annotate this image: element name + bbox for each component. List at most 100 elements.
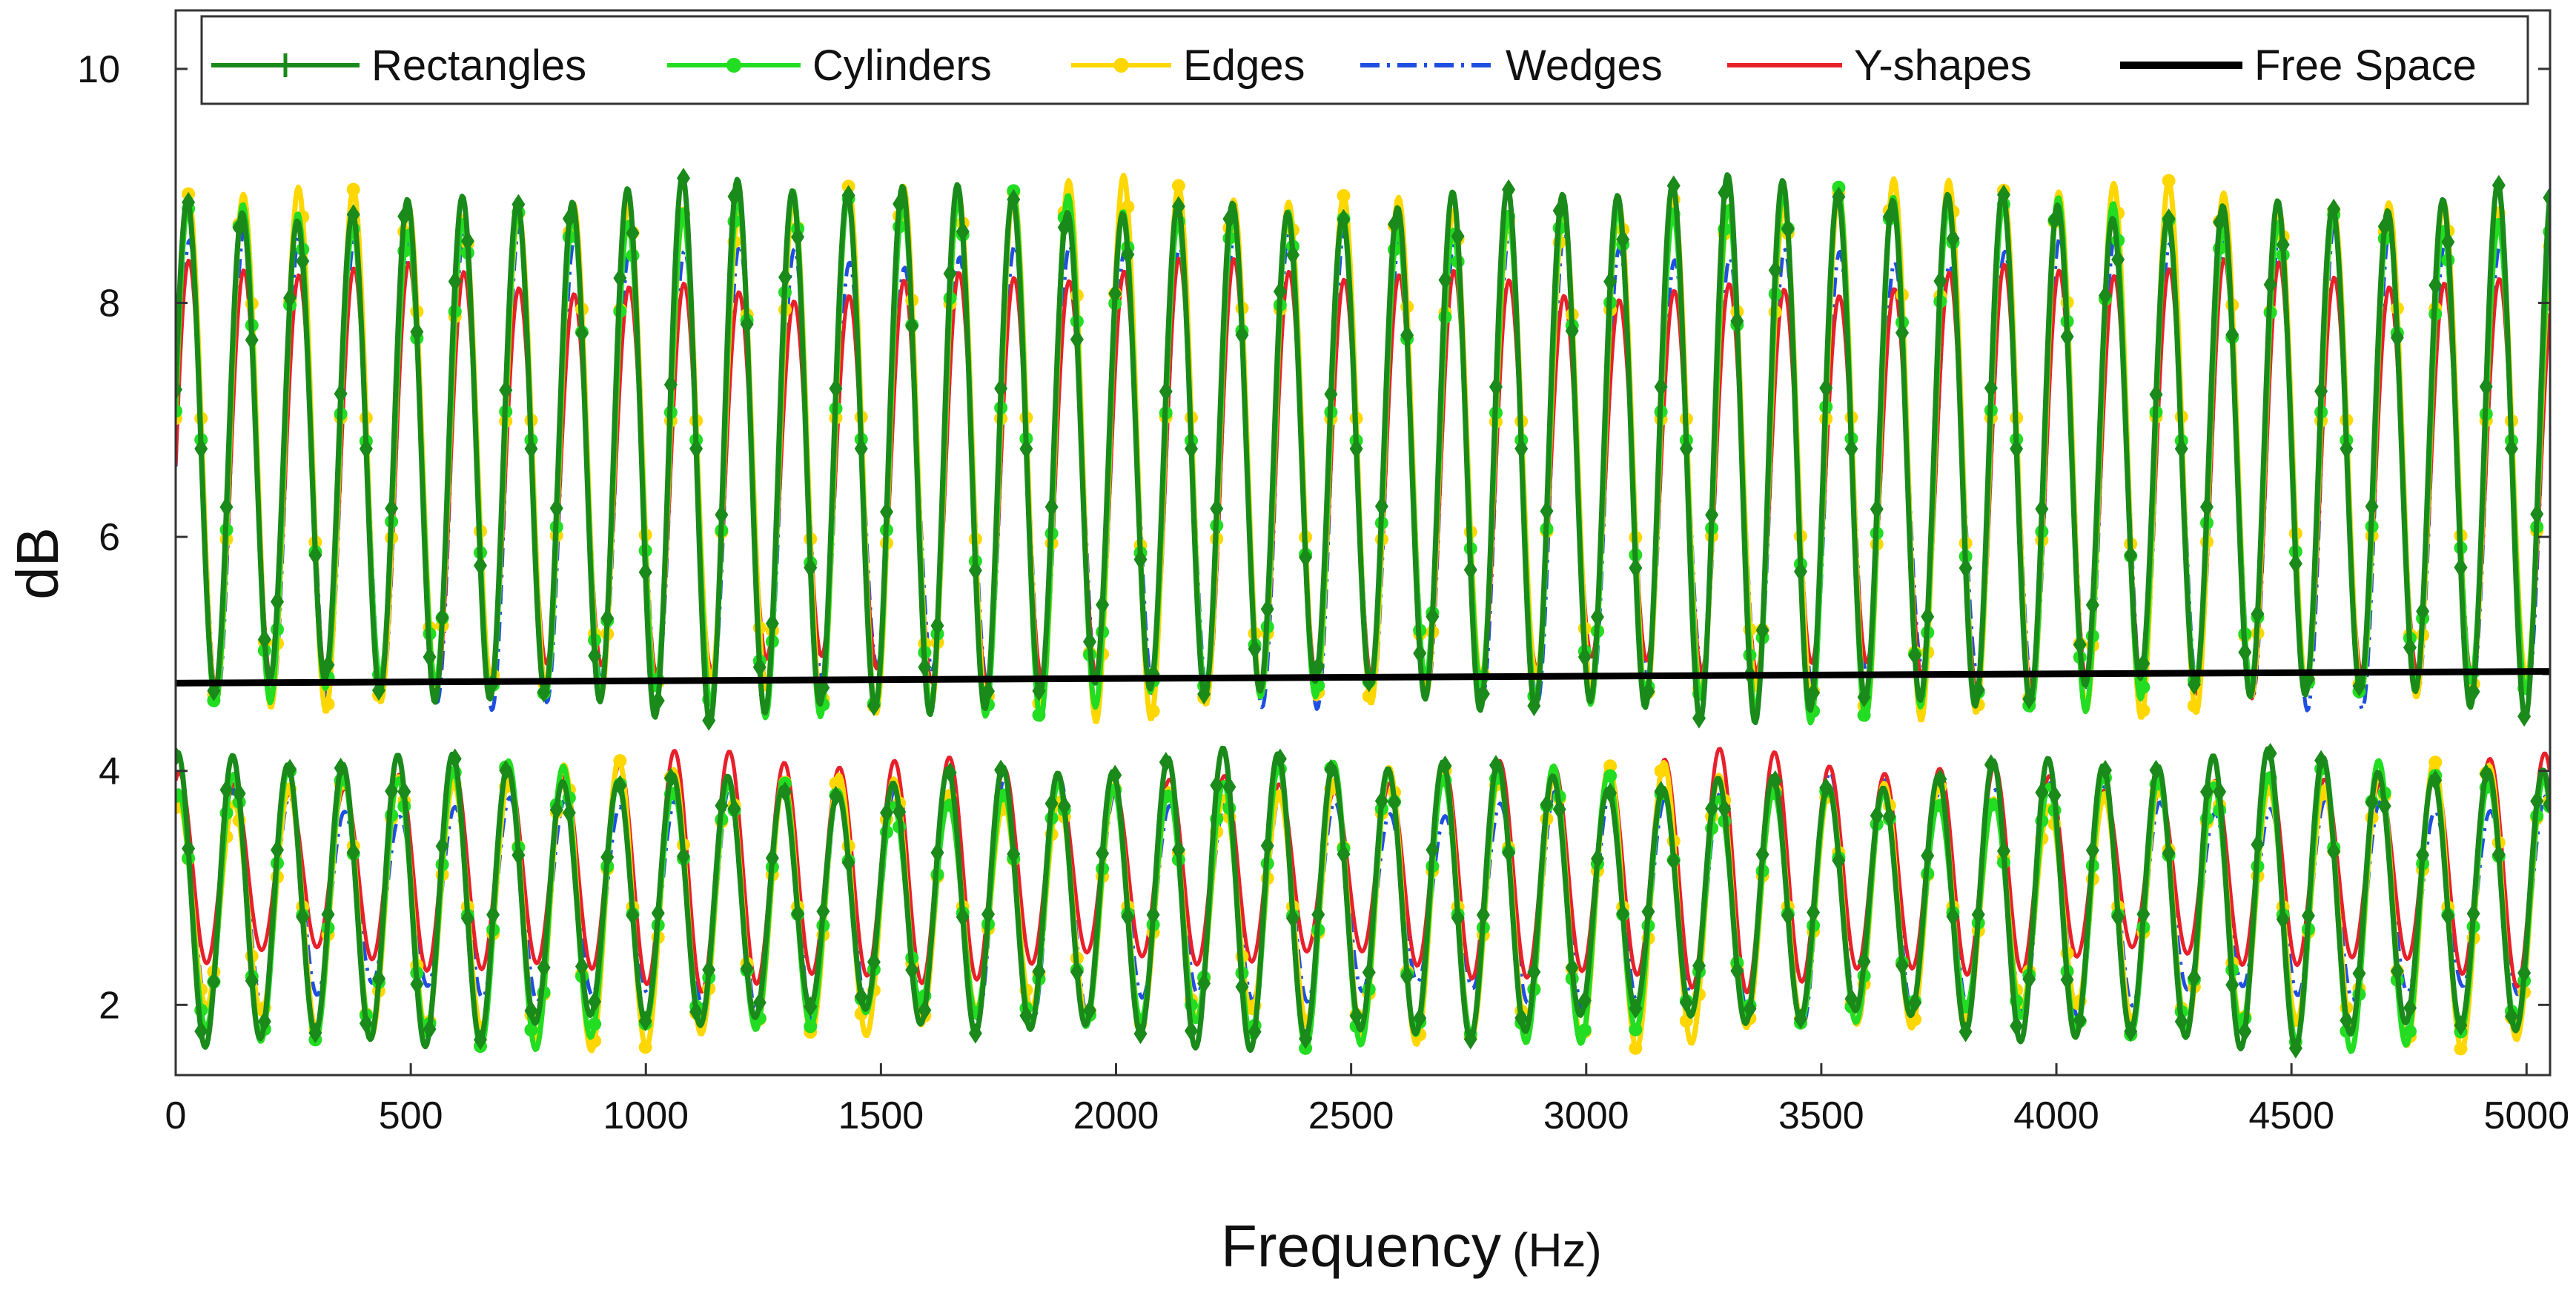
series-marker-rectangles bbox=[1641, 901, 1655, 922]
series-marker-rectangles bbox=[1629, 998, 1643, 1019]
series-marker-rectangles bbox=[1222, 208, 1236, 230]
series-marker-rectangles bbox=[1666, 850, 1681, 871]
series-marker-rectangles bbox=[1819, 777, 1833, 799]
series-marker-rectangles bbox=[1121, 244, 1135, 265]
series-marker-rectangles bbox=[1882, 806, 1896, 827]
series-marker-rectangles bbox=[2377, 796, 2391, 817]
series-marker-rectangles bbox=[1946, 905, 1960, 927]
series-marker-rectangles bbox=[1603, 271, 1618, 292]
series-line-rectangles-upper bbox=[176, 172, 2550, 725]
series-marker-cylinders bbox=[2403, 1025, 2417, 1039]
series-marker-rectangles bbox=[562, 208, 576, 229]
series-marker-rectangles bbox=[1857, 687, 1871, 708]
y-tick-label: 8 bbox=[99, 282, 120, 325]
series-marker-rectangles bbox=[2238, 641, 2252, 663]
series-marker-rectangles bbox=[2085, 594, 2099, 615]
series-marker-rectangles bbox=[2187, 674, 2201, 695]
x-tick-label: 1000 bbox=[603, 1094, 689, 1137]
series-marker-rectangles bbox=[2466, 903, 2480, 925]
series-marker-rectangles bbox=[1019, 438, 1033, 460]
series-marker-rectangles bbox=[600, 847, 615, 868]
series-marker-edges bbox=[638, 1040, 652, 1054]
series-marker-edges bbox=[321, 697, 335, 711]
series-marker-rectangles bbox=[460, 908, 474, 929]
series-marker-rectangles bbox=[663, 374, 678, 395]
series-marker-rectangles bbox=[359, 1013, 373, 1034]
series-marker-rectangles bbox=[176, 379, 182, 400]
series-marker-rectangles bbox=[1108, 283, 1122, 305]
series-marker-rectangles bbox=[2454, 1014, 2468, 1036]
series-marker-rectangles bbox=[626, 222, 640, 244]
series-marker-cylinders bbox=[1577, 1023, 1592, 1037]
series-marker-rectangles bbox=[867, 695, 881, 716]
series-marker-rectangles bbox=[1514, 438, 1529, 460]
series-marker-rectangles bbox=[2327, 199, 2341, 220]
legend-marker-edges bbox=[1113, 58, 1129, 73]
series-marker-rectangles bbox=[1996, 184, 2010, 205]
series-marker-rectangles bbox=[727, 798, 741, 819]
series-marker-rectangles bbox=[1260, 598, 1274, 620]
series-marker-rectangles bbox=[1692, 707, 1706, 729]
series-marker-rectangles bbox=[2530, 790, 2544, 812]
series-marker-rectangles bbox=[1337, 844, 1351, 865]
series-marker-rectangles bbox=[2441, 905, 2455, 927]
series-marker-rectangles bbox=[194, 438, 208, 460]
series-marker-rectangles bbox=[1159, 752, 1173, 773]
series-marker-rectangles bbox=[1832, 186, 1846, 208]
series-marker-rectangles bbox=[1070, 328, 1084, 350]
series-marker-rectangles bbox=[1400, 965, 1414, 987]
series-marker-rectangles bbox=[1984, 754, 1998, 776]
legend-item-rectangles: Rectangles bbox=[211, 42, 586, 90]
series-marker-rectangles bbox=[511, 844, 526, 866]
series-marker-rectangles bbox=[727, 185, 741, 207]
legend-item-y-shapes: Y-shapes bbox=[1727, 42, 2032, 90]
series-marker-rectangles bbox=[1007, 843, 1021, 865]
series-marker-rectangles bbox=[194, 1020, 208, 1042]
series-marker-rectangles bbox=[1349, 438, 1363, 460]
series-marker-rectangles bbox=[1946, 228, 1960, 249]
y-tick-label: 6 bbox=[99, 516, 120, 559]
series-marker-rectangles bbox=[1996, 840, 2010, 862]
series-marker-rectangles bbox=[1768, 260, 1782, 281]
series-marker-rectangles bbox=[448, 748, 462, 770]
series-marker-rectangles bbox=[410, 974, 424, 995]
series-marker-rectangles bbox=[270, 839, 284, 861]
series-marker-edges bbox=[1629, 1041, 1643, 1055]
series-marker-rectangles bbox=[1590, 606, 1604, 628]
series-marker-rectangles bbox=[1222, 776, 1236, 798]
series-marker-rectangles bbox=[1895, 955, 1909, 976]
series-marker-rectangles bbox=[1044, 496, 1059, 518]
series-marker-rectangles bbox=[841, 185, 855, 206]
series-layer bbox=[176, 168, 2550, 1059]
series-marker-rectangles bbox=[791, 226, 805, 248]
series-marker-rectangles bbox=[321, 654, 335, 675]
series-marker-rectangles bbox=[1502, 842, 1516, 864]
series-marker-rectangles bbox=[702, 959, 716, 981]
series-marker-rectangles bbox=[2263, 743, 2277, 764]
legend-box bbox=[200, 15, 2529, 105]
series-marker-rectangles bbox=[1629, 558, 1643, 579]
series-marker-rectangles bbox=[1032, 961, 1046, 982]
series-marker-rectangles bbox=[1692, 955, 1706, 976]
series-marker-rectangles bbox=[499, 380, 513, 401]
series-marker-rectangles bbox=[1082, 631, 1096, 652]
series-marker-rectangles bbox=[588, 991, 602, 1012]
series-marker-rectangles bbox=[1870, 805, 1884, 827]
series-marker-rectangles bbox=[1718, 798, 1732, 819]
series-marker-rectangles bbox=[257, 629, 271, 650]
series-marker-rectangles bbox=[1603, 782, 1618, 804]
series-marker-rectangles bbox=[1057, 216, 1071, 238]
series-marker-rectangles bbox=[1577, 990, 1592, 1011]
series-marker-rectangles bbox=[1654, 376, 1668, 397]
series-marker-rectangles bbox=[1489, 755, 1503, 776]
series-marker-rectangles bbox=[2390, 327, 2404, 348]
series-marker-rectangles bbox=[371, 968, 385, 990]
series-marker-rectangles bbox=[1793, 1008, 1807, 1030]
series-marker-rectangles bbox=[1096, 594, 1110, 615]
series-marker-rectangles bbox=[2314, 750, 2328, 771]
series-marker-rectangles bbox=[651, 902, 665, 924]
series-marker-rectangles bbox=[1324, 383, 1338, 405]
series-marker-rectangles bbox=[2174, 438, 2188, 460]
series-marker-rectangles bbox=[1793, 561, 1807, 582]
series-marker-rectangles bbox=[1616, 229, 1630, 251]
